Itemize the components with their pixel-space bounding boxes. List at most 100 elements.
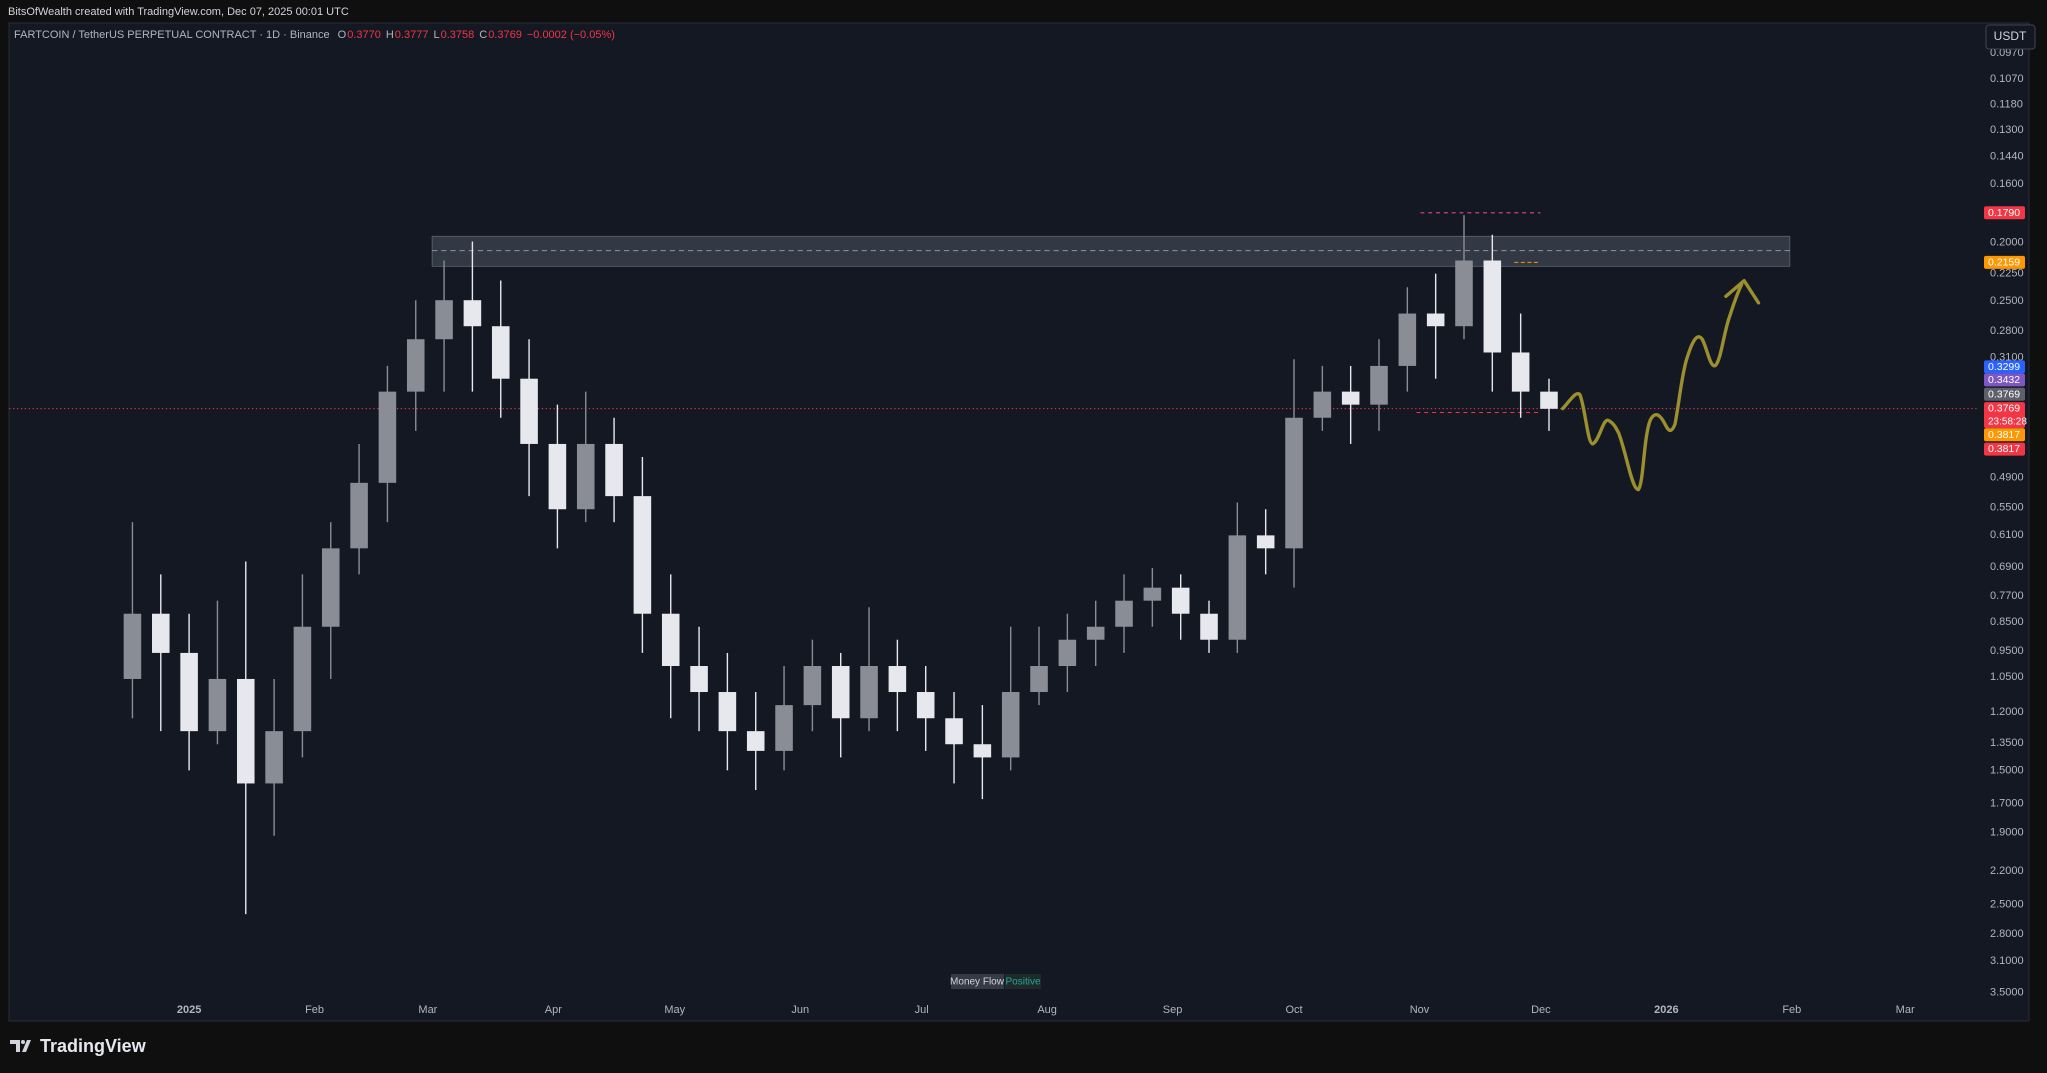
ohlc-key: O bbox=[338, 29, 347, 41]
y-tick-label: 1.9000 bbox=[1990, 827, 2024, 839]
x-tick-label: Sep bbox=[1163, 1004, 1183, 1016]
logo: TradingView bbox=[10, 1036, 147, 1056]
y-tick-label: 0.0970 bbox=[1990, 47, 2024, 59]
indicator-state: Positive bbox=[1005, 977, 1040, 988]
candle-body bbox=[378, 391, 397, 483]
candle-body bbox=[1426, 313, 1445, 327]
y-tick-label: 1.3500 bbox=[1990, 737, 2024, 749]
candle-body bbox=[1200, 613, 1218, 640]
x-tick-label: 2026 bbox=[1654, 1004, 1678, 1016]
x-tick-label: Jul bbox=[915, 1004, 929, 1016]
x-tick-label: Feb bbox=[1782, 1004, 1801, 1016]
candles bbox=[123, 215, 1558, 915]
candle-body bbox=[888, 666, 907, 693]
y-tick-label: 0.1300 bbox=[1990, 124, 2024, 136]
price-tag bbox=[1984, 373, 2025, 387]
price-tag-label: 0.3769 bbox=[1988, 388, 2020, 400]
logo-mark bbox=[10, 1040, 31, 1052]
candle-body bbox=[1228, 535, 1247, 640]
y-tick-label: 0.1070 bbox=[1990, 73, 2024, 85]
change: −0.0002 (−0.05%) bbox=[527, 29, 615, 41]
price-tag bbox=[1984, 360, 2025, 374]
candle-body bbox=[406, 339, 425, 392]
y-tick-label: 3.5000 bbox=[1990, 987, 2024, 999]
brand: TradingView bbox=[40, 1036, 147, 1056]
currency-button[interactable] bbox=[1985, 24, 2036, 50]
candle-body bbox=[123, 613, 142, 679]
ohlc-value: 0.3758 bbox=[441, 29, 475, 41]
y-tick-label: 2.5000 bbox=[1990, 898, 2024, 910]
y-tick-label: 0.1440 bbox=[1990, 151, 2024, 163]
y-tick-label: 1.7000 bbox=[1990, 797, 2024, 809]
candle-body bbox=[605, 443, 623, 497]
candle-body bbox=[265, 731, 283, 784]
logo-dot bbox=[21, 1040, 25, 1044]
candle-body bbox=[1398, 313, 1417, 366]
candle-body bbox=[803, 666, 822, 706]
candle-body bbox=[463, 300, 482, 327]
indicator-state-badge bbox=[1005, 974, 1041, 989]
projection-path bbox=[1560, 282, 1744, 492]
y-tick-label: 2.2000 bbox=[1990, 865, 2024, 877]
price-tag-label: 0.3769 bbox=[1988, 403, 2020, 415]
y-tick-label: 0.4900 bbox=[1990, 471, 2024, 483]
price-tag bbox=[1984, 387, 2025, 401]
y-tick-label: 1.2000 bbox=[1990, 706, 2024, 718]
candle-body bbox=[916, 692, 935, 719]
drawings bbox=[9, 212, 1978, 492]
y-tick-label: 0.8500 bbox=[1990, 616, 2024, 628]
y-tick-label: 0.2250 bbox=[1990, 268, 2024, 280]
candle-body bbox=[576, 443, 595, 510]
y-tick-label: 1.0500 bbox=[1990, 671, 2024, 683]
x-tick-label: Feb bbox=[305, 1004, 324, 1016]
x-tick-label: Jun bbox=[791, 1004, 809, 1016]
y-tick-label: 2.8000 bbox=[1990, 928, 2024, 940]
candle-body bbox=[945, 718, 963, 745]
candle-body bbox=[1030, 666, 1048, 693]
candle-body bbox=[491, 326, 510, 379]
candle-body bbox=[151, 613, 170, 653]
candle-body bbox=[661, 613, 680, 667]
candle-body bbox=[435, 300, 453, 340]
price-tag bbox=[1984, 442, 2025, 456]
projection-arrowhead bbox=[1724, 278, 1761, 305]
candle-body bbox=[208, 678, 227, 732]
y-tick-label: 0.5500 bbox=[1990, 502, 2024, 514]
candle-body bbox=[1370, 365, 1388, 405]
chart-pane bbox=[8, 22, 2030, 1022]
candle-body bbox=[520, 378, 538, 444]
price-tag bbox=[1984, 402, 2025, 429]
candle-body bbox=[690, 666, 708, 693]
axes: 0.0970 0.1070 0.1180 0.1300 0.1440 0.1600 0.20… bbox=[177, 47, 2028, 1016]
y-tick-label: 0.1600 bbox=[1990, 178, 2024, 190]
x-tick-label: May bbox=[664, 1004, 685, 1016]
candle-body bbox=[860, 666, 878, 719]
price-tag-countdown: 23:58:28 bbox=[1988, 416, 2027, 427]
y-tick-label: 0.6100 bbox=[1990, 529, 2024, 541]
price-tag-label: 0.3299 bbox=[1988, 361, 2020, 373]
y-tick-label: 0.1180 bbox=[1990, 98, 2023, 110]
ohlc-key: C bbox=[479, 29, 487, 41]
price-tag-label: 0.3817 bbox=[1988, 429, 2020, 441]
y-tick-label: 0.6900 bbox=[1990, 561, 2024, 573]
price-tag bbox=[1984, 206, 2025, 220]
candle-body bbox=[548, 443, 567, 510]
y-tick-label: 1.5000 bbox=[1990, 765, 2024, 777]
candle-body bbox=[775, 705, 793, 751]
candle-body bbox=[293, 626, 312, 732]
candle-body bbox=[831, 666, 850, 719]
x-tick-label: Aug bbox=[1037, 1004, 1057, 1016]
candle-body bbox=[236, 678, 255, 784]
x-tick-label: 2025 bbox=[177, 1004, 201, 1016]
candle-body bbox=[180, 652, 198, 732]
currency[interactable]: USDT bbox=[1994, 29, 2027, 43]
candle-body bbox=[321, 548, 340, 627]
y-tick-label: 0.2500 bbox=[1990, 295, 2024, 307]
x-tick-label: Mar bbox=[1896, 1004, 1915, 1016]
symbol-title: FARTCOIN / TetherUS PERPETUAL CONTRACT ·… bbox=[14, 29, 330, 41]
indicator-name: Money Flow bbox=[950, 977, 1005, 988]
x-tick-label: Dec bbox=[1531, 1004, 1551, 1016]
resistance-zone bbox=[431, 235, 1791, 267]
